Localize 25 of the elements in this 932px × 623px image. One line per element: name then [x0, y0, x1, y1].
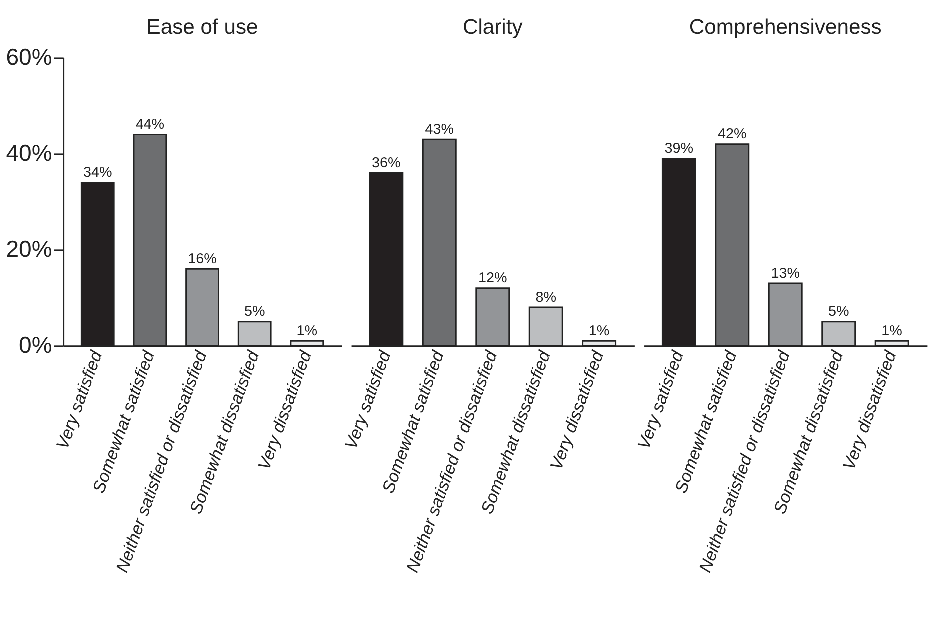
data-label: 13%	[771, 266, 800, 282]
data-label: 5%	[828, 304, 850, 320]
data-label: 44%	[136, 116, 165, 133]
data-label: 16%	[188, 251, 218, 268]
y-tick-label: 0%	[19, 332, 52, 358]
x-tick-label: Very satisfied	[633, 347, 688, 452]
data-label: 5%	[244, 304, 266, 320]
data-label: 39%	[664, 140, 694, 157]
chart-title: Clarity	[462, 16, 524, 39]
data-label: 8%	[536, 290, 557, 306]
y-tick-label: 60%	[6, 44, 52, 70]
chart-title: Comprehensiveness	[689, 16, 882, 39]
x-tick-label: Very satisfied	[340, 347, 396, 452]
y-tick-label: 40%	[6, 140, 52, 166]
data-label: 36%	[372, 155, 402, 172]
data-label: 42%	[718, 126, 747, 143]
chart-title: Ease of use	[146, 16, 258, 39]
data-label: 43%	[425, 122, 454, 138]
data-label: 1%	[588, 323, 610, 340]
y-tick-label: 20%	[6, 236, 52, 262]
x-tick-label: Very satisfied	[52, 347, 107, 452]
data-label: 12%	[478, 270, 508, 287]
data-label: 1%	[882, 323, 903, 340]
data-label: 34%	[83, 164, 112, 181]
data-label: 1%	[296, 323, 318, 340]
